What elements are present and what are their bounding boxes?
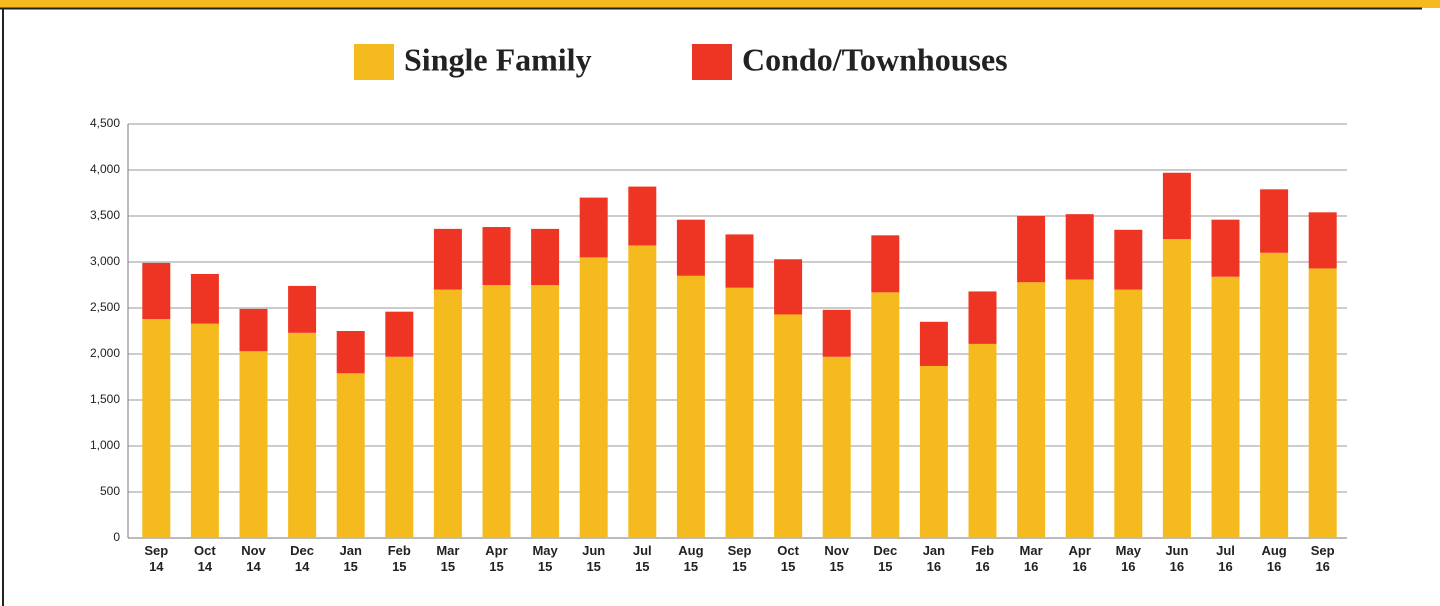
bar-segment	[676, 275, 705, 538]
bar-segment	[433, 228, 462, 290]
bar-segment	[1065, 214, 1094, 280]
bar-segment	[239, 351, 268, 538]
bar-segment	[142, 319, 171, 538]
bar-segment	[1114, 229, 1143, 290]
y-tick-label: 2,000	[90, 346, 120, 360]
bar-segment	[1260, 189, 1289, 253]
x-tick-label: Nov 14	[241, 543, 266, 574]
bar-segment	[1065, 279, 1094, 538]
x-tick-label: Feb 16	[970, 543, 995, 574]
y-tick-label: 1,500	[90, 392, 120, 406]
x-tick-label: Jul 15	[632, 543, 652, 574]
bar-segment	[628, 186, 657, 246]
bar-segment	[1211, 276, 1240, 538]
bar-segment	[433, 289, 462, 538]
x-tick-label: Jan 16	[922, 543, 946, 574]
bar-segment	[482, 285, 511, 538]
x-tick-label: Nov 15	[824, 543, 849, 574]
bar-segment	[531, 285, 560, 538]
legend-label: Condo/Townhouses	[742, 41, 1008, 77]
bar-segment	[531, 228, 560, 285]
bar-segment	[336, 331, 365, 374]
x-tick-label: Dec 15	[873, 543, 898, 574]
bar-segment	[482, 227, 511, 285]
bar-segment	[1308, 268, 1337, 538]
bar-segment	[968, 291, 997, 344]
x-tick-label: Apr 16	[1068, 543, 1091, 574]
bar-segment	[288, 285, 317, 333]
x-tick-label: Jan 15	[339, 543, 362, 574]
bar-segment	[919, 321, 948, 366]
x-tick-label: Aug 16	[1261, 543, 1287, 574]
x-tick-label: May 15	[532, 543, 558, 574]
y-tick-label: 3,000	[90, 254, 120, 268]
bar-segment	[774, 259, 803, 315]
bar-segment	[190, 323, 219, 538]
bar-segment	[1114, 289, 1143, 538]
bar-segment	[628, 245, 657, 538]
legend-label: Single Family	[404, 41, 592, 77]
bar-segment	[239, 308, 268, 352]
bar-segment	[336, 373, 365, 538]
legend-swatch	[354, 44, 394, 80]
x-tick-label: Oct 15	[777, 543, 799, 574]
bar-segment	[579, 257, 608, 538]
y-tick-label: 4,500	[90, 116, 120, 130]
x-tick-label: Sep 16	[1310, 543, 1335, 574]
x-tick-label: Sep 15	[727, 543, 752, 574]
bar-segment	[774, 314, 803, 538]
bar-segment	[288, 332, 317, 538]
bar-segment	[1017, 282, 1046, 538]
bar-segment	[968, 343, 997, 538]
x-tick-label: Mar 15	[436, 543, 460, 574]
bar-segment	[385, 311, 414, 357]
x-tick-label: May 16	[1115, 543, 1141, 574]
bar-segment	[676, 219, 705, 276]
bar-segment	[385, 356, 414, 538]
bar-segment	[1211, 219, 1240, 277]
bar-segment	[1260, 252, 1289, 539]
x-tick-label: Aug 15	[678, 543, 704, 574]
bar-segment	[871, 235, 900, 293]
bar-segment	[579, 197, 608, 258]
top-band	[0, 0, 1440, 8]
x-tick-label: Dec 14	[290, 543, 315, 574]
x-tick-label: Feb 15	[387, 543, 411, 574]
x-tick-label: Jul 16	[1216, 543, 1235, 574]
x-tick-label: Apr 15	[485, 543, 508, 574]
bar-segment	[142, 262, 171, 320]
y-tick-label: 4,000	[90, 162, 120, 176]
x-tick-label: Mar 16	[1019, 543, 1043, 574]
bar-segment	[1017, 216, 1046, 283]
bar-segment	[725, 234, 754, 288]
bar-segment	[190, 273, 219, 324]
y-tick-label: 500	[100, 484, 120, 498]
x-tick-label: Oct 14	[194, 543, 216, 574]
bar-segment	[822, 309, 851, 357]
bar-segment	[1162, 239, 1191, 538]
bar-segment	[725, 287, 754, 538]
y-tick-label: 3,500	[90, 208, 120, 222]
y-tick-label: 2,500	[90, 300, 120, 314]
bar-segment	[822, 356, 851, 538]
x-tick-label: Jun 15	[582, 543, 606, 574]
bar-segment	[1308, 212, 1337, 269]
y-tick-label: 0	[113, 530, 120, 544]
legend-swatch	[692, 44, 732, 80]
y-tick-label: 1,000	[90, 438, 120, 452]
bar-segment	[871, 292, 900, 538]
bar-segment	[1162, 172, 1191, 239]
x-tick-label: Sep 14	[144, 543, 169, 574]
x-tick-label: Jun 16	[1165, 543, 1189, 574]
bar-segment	[919, 365, 948, 538]
